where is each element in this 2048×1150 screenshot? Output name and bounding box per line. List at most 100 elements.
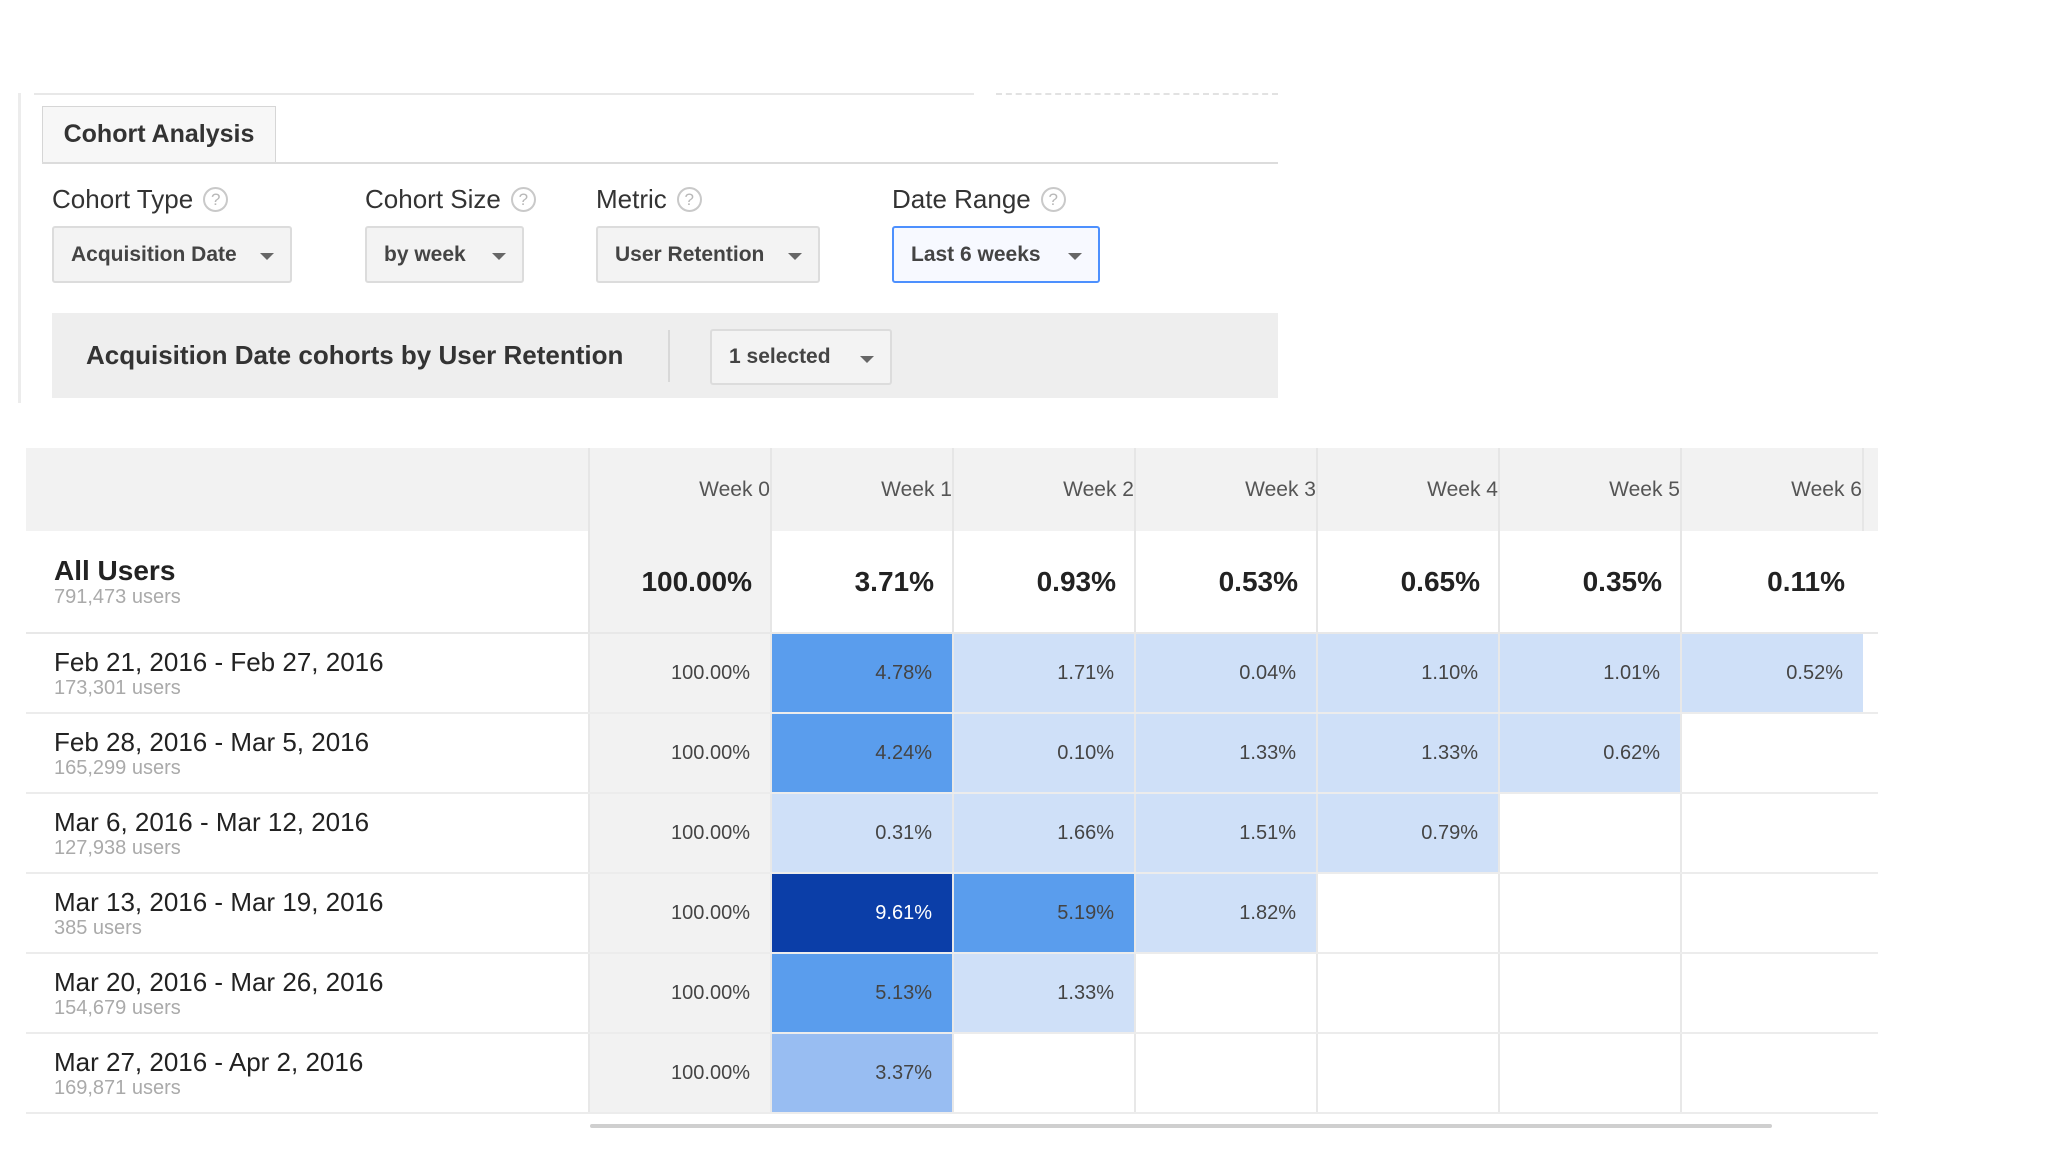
cohort-user-count: 169,871 users	[54, 1077, 181, 1099]
date-range-dropdown[interactable]: Last 6 weeks	[892, 226, 1100, 283]
retention-cell	[1498, 953, 1681, 1034]
retention-cell: 100.00%	[588, 953, 771, 1034]
tab-cohort-analysis[interactable]: Cohort Analysis	[42, 106, 276, 162]
table-row[interactable]: Mar 13, 2016 - Mar 19, 2016 385 users 100.…	[26, 873, 1878, 954]
tail-cell	[1863, 873, 1878, 954]
retention-cell: 1.10%	[1316, 633, 1499, 714]
retention-cell: 100.00%	[588, 1033, 771, 1114]
column-header-week-2: Week 2	[952, 448, 1135, 531]
retention-cell: 5.19%	[952, 873, 1135, 954]
table-row[interactable]: Feb 21, 2016 - Feb 27, 2016 173,301 users…	[26, 633, 1878, 714]
table-row[interactable]: Mar 20, 2016 - Mar 26, 2016 154,679 users…	[26, 953, 1878, 1034]
cohort-name: Mar 27, 2016 - Apr 2, 2016	[54, 1047, 364, 1077]
cohort-name: Mar 13, 2016 - Mar 19, 2016	[54, 887, 384, 917]
table-header-row: Week 0 Week 1 Week 2 Week 3 Week 4 Week …	[26, 448, 1878, 531]
retention-cell	[1134, 1033, 1317, 1114]
all-users-row: All Users 791,473 users 100.00% 3.71% 0.…	[26, 531, 1878, 634]
retention-cell: 0.52%	[1680, 633, 1863, 714]
all-users-value: 0.35%	[1498, 531, 1681, 634]
retention-cell	[1316, 953, 1499, 1034]
retention-cell: 1.33%	[952, 953, 1135, 1034]
date-range-label: Date Range ?	[892, 184, 1066, 215]
left-border	[18, 93, 21, 403]
retention-cell: 1.66%	[952, 793, 1135, 874]
all-users-value: 100.00%	[588, 531, 771, 634]
column-header-week-6: Week 6	[1680, 448, 1863, 531]
retention-cell: 3.37%	[770, 1033, 953, 1114]
cohort-name-cell: Mar 20, 2016 - Mar 26, 2016 154,679 users	[26, 953, 589, 1034]
tail-cell	[1863, 713, 1878, 794]
help-icon[interactable]: ?	[203, 187, 229, 212]
retention-cell: 0.04%	[1134, 633, 1317, 714]
cohort-name-cell: Feb 21, 2016 - Feb 27, 2016 173,301 users	[26, 633, 589, 714]
cohort-user-count: 165,299 users	[54, 757, 181, 779]
cohort-summary-title: Acquisition Date cohorts by User Retenti…	[86, 340, 624, 370]
tail-cell	[1863, 793, 1878, 874]
cohort-type-label: Cohort Type ?	[52, 184, 229, 215]
retention-cell: 5.13%	[770, 953, 953, 1034]
all-users-name-cell: All Users 791,473 users	[26, 531, 589, 634]
tail-cell	[1863, 531, 1878, 634]
chevron-down-icon	[860, 356, 874, 363]
retention-cell	[1680, 793, 1863, 874]
retention-cell	[1316, 1033, 1499, 1114]
cohort-type-dropdown[interactable]: Acquisition Date	[52, 226, 292, 283]
table-row[interactable]: Mar 27, 2016 - Apr 2, 2016 169,871 users 1…	[26, 1033, 1878, 1114]
retention-cell	[1498, 1033, 1681, 1114]
retention-cell: 100.00%	[588, 793, 771, 874]
cohort-size-dropdown[interactable]: by week	[365, 226, 524, 283]
retention-cell: 100.00%	[588, 633, 771, 714]
retention-cell	[1316, 873, 1499, 954]
cohort-table: Week 0 Week 1 Week 2 Week 3 Week 4 Week …	[26, 448, 1878, 1114]
column-header-week-4: Week 4	[1316, 448, 1499, 531]
cohort-size-label: Cohort Size ?	[365, 184, 536, 215]
retention-cell: 0.10%	[952, 713, 1135, 794]
all-users-value: 0.65%	[1316, 531, 1499, 634]
divider	[668, 330, 670, 382]
chevron-down-icon	[788, 253, 802, 260]
table-row[interactable]: Feb 28, 2016 - Mar 5, 2016 165,299 users 1…	[26, 713, 1878, 794]
cohort-user-count: 385 users	[54, 917, 142, 939]
column-header-week-3: Week 3	[1134, 448, 1317, 531]
tail-cell	[1863, 953, 1878, 1034]
retention-cell	[952, 1033, 1135, 1114]
retention-cell: 1.51%	[1134, 793, 1317, 874]
cohort-user-count: 127,938 users	[54, 837, 181, 859]
cohort-name: Feb 21, 2016 - Feb 27, 2016	[54, 647, 384, 677]
table-row[interactable]: Mar 6, 2016 - Mar 12, 2016 127,938 users 1…	[26, 793, 1878, 874]
cohort-name-cell: Mar 13, 2016 - Mar 19, 2016 385 users	[26, 873, 589, 954]
cohort-name: All Users	[54, 554, 176, 586]
top-border-dashed	[996, 93, 1278, 95]
retention-cell	[1680, 713, 1863, 794]
retention-cell	[1134, 953, 1317, 1034]
retention-cell: 9.61%	[770, 873, 953, 954]
retention-cell	[1680, 1033, 1863, 1114]
cohort-selector-dropdown[interactable]: 1 selected	[710, 329, 892, 385]
all-users-value: 0.93%	[952, 531, 1135, 634]
column-header-cohort	[26, 448, 589, 531]
retention-cell: 1.01%	[1498, 633, 1681, 714]
retention-cell: 100.00%	[588, 873, 771, 954]
retention-cell: 4.78%	[770, 633, 953, 714]
horizontal-scrollbar[interactable]	[590, 1124, 1772, 1128]
cohort-user-count: 154,679 users	[54, 997, 181, 1019]
retention-cell: 4.24%	[770, 713, 953, 794]
metric-dropdown[interactable]: User Retention	[596, 226, 820, 283]
cohort-name: Mar 20, 2016 - Mar 26, 2016	[54, 967, 384, 997]
help-icon[interactable]: ?	[676, 187, 702, 212]
metric-label: Metric ?	[596, 184, 702, 215]
chevron-down-icon	[492, 253, 506, 260]
cohort-user-count: 173,301 users	[54, 677, 181, 699]
cohort-name-cell: Feb 28, 2016 - Mar 5, 2016 165,299 users	[26, 713, 589, 794]
tail-cell	[1863, 1033, 1878, 1114]
retention-cell: 0.62%	[1498, 713, 1681, 794]
tail-cell	[1863, 633, 1878, 714]
all-users-value: 0.53%	[1134, 531, 1317, 634]
retention-cell	[1498, 793, 1681, 874]
cohort-name-cell: Mar 27, 2016 - Apr 2, 2016 169,871 users	[26, 1033, 589, 1114]
retention-cell: 1.33%	[1316, 713, 1499, 794]
top-border	[34, 93, 974, 95]
column-header-tail	[1862, 448, 1878, 531]
help-icon[interactable]: ?	[510, 187, 536, 212]
help-icon[interactable]: ?	[1040, 187, 1066, 212]
